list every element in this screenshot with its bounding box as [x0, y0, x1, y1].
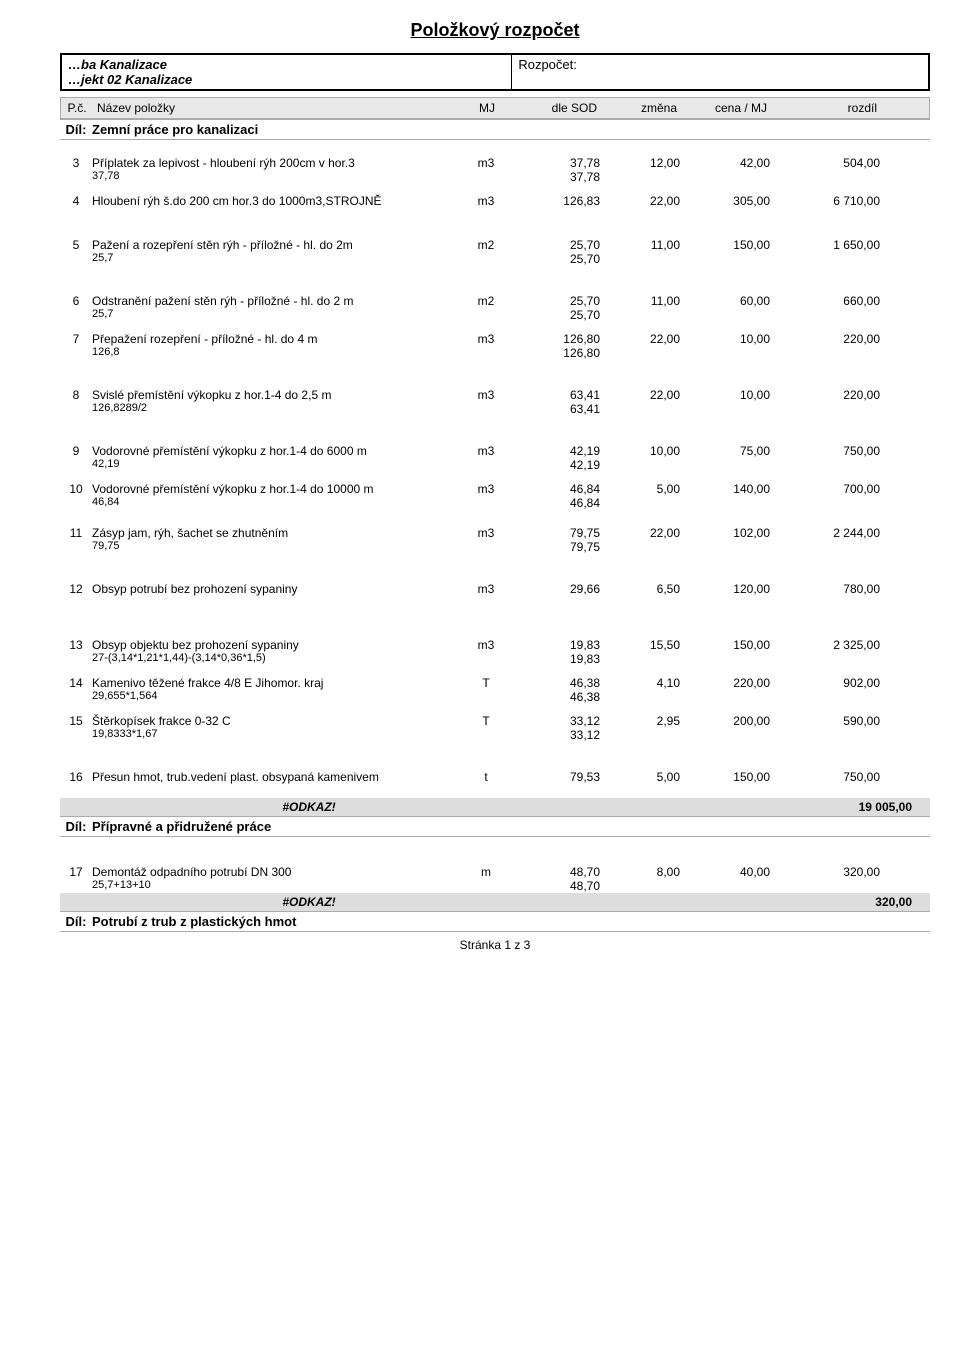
section-row: Díl:Zemní práce pro kanalizaci	[60, 119, 930, 140]
col-cena: cena / MJ	[681, 98, 771, 118]
col-mj: MJ	[463, 98, 511, 118]
table-row: 12Obsyp potrubí bez prohození sypaninym3…	[60, 582, 930, 610]
subtotal-row: #ODKAZ!320,00	[60, 893, 930, 911]
footer-page: Stránka 1 z 3	[60, 938, 930, 952]
table-row: 7Přepažení rozepření - příložné - hl. do…	[60, 332, 930, 360]
col-name: Název položky	[93, 98, 463, 118]
column-header-row: P.č. Název položky MJ dle SOD změna cena…	[60, 97, 930, 119]
table-row: 17Demontáž odpadního potrubí DN 30025,7+…	[60, 865, 930, 893]
table-row: 13Obsyp objektu bez prohození sypaniny27…	[60, 638, 930, 666]
table-row: 9Vodorovné přemístění výkopku z hor.1-4 …	[60, 444, 930, 472]
header-right: Rozpočet:	[512, 55, 928, 89]
header-left-1: …ba Kanalizace	[68, 57, 505, 72]
table-row: 6Odstranění pažení stěn rýh - příložné -…	[60, 294, 930, 322]
table-row: 8Svislé přemístění výkopku z hor.1-4 do …	[60, 388, 930, 416]
header-left-2: …jekt 02 Kanalizace	[68, 72, 505, 87]
table-row: 3Příplatek za lepivost - hloubení rýh 20…	[60, 156, 930, 184]
section-row: Díl:Přípravné a přidružené práce	[60, 816, 930, 837]
col-sod: dle SOD	[511, 98, 601, 118]
table-row: 16Přesun hmot, trub.vedení plast. obsypa…	[60, 770, 930, 798]
col-roz: rozdíl	[771, 98, 881, 118]
col-zmena: změna	[601, 98, 681, 118]
table-row: 15Štěrkopísek frakce 0-32 C19,8333*1,67T…	[60, 714, 930, 742]
section-row: Díl:Potrubí z trub z plastických hmot	[60, 911, 930, 932]
subtotal-row: #ODKAZ!19 005,00	[60, 798, 930, 816]
col-num: P.č.	[61, 98, 93, 118]
page-title: Položkový rozpočet	[60, 20, 930, 41]
table-row: 11Zásyp jam, rýh, šachet se zhutněním79,…	[60, 526, 930, 554]
table-row: 10Vodorovné přemístění výkopku z hor.1-4…	[60, 482, 930, 510]
table-row: 5Pažení a rozepření stěn rýh - příložné …	[60, 238, 930, 266]
table-row: 14Kamenivo těžené frakce 4/8 E Jihomor. …	[60, 676, 930, 704]
table-row: 4Hloubení rýh š.do 200 cm hor.3 do 1000m…	[60, 194, 930, 222]
header-box: …ba Kanalizace …jekt 02 Kanalizace Rozpo…	[60, 53, 930, 91]
